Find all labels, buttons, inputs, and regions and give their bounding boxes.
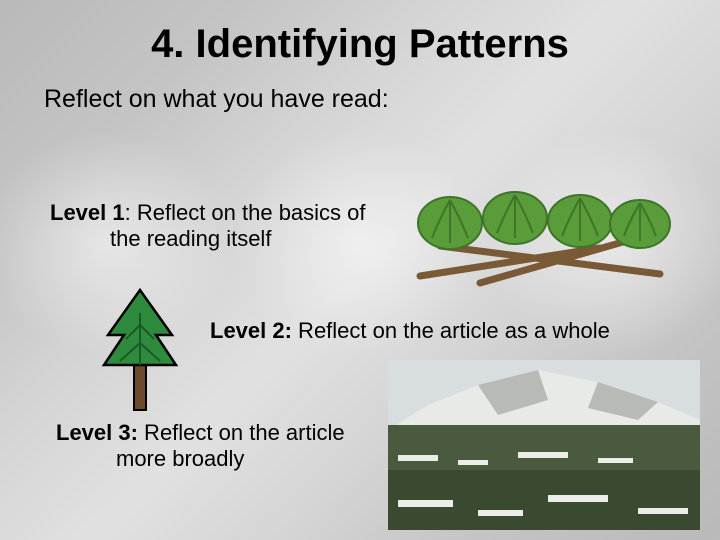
level-1-label: Level 1 xyxy=(50,200,125,225)
slide-subtitle: Reflect on what you have read: xyxy=(0,67,720,114)
forest-photo xyxy=(388,360,700,530)
level-2-block: Level 2: Reflect on the article as a who… xyxy=(210,318,690,344)
slide-content: 4. Identifying Patterns Reflect on what … xyxy=(0,0,720,540)
level-2-rest: Reflect on the article as a whole xyxy=(292,318,610,343)
bushes-icon xyxy=(400,188,680,288)
level-1-block: Level 1: Reflect on the basics of the re… xyxy=(50,200,390,252)
level-1-line2: the reading itself xyxy=(50,226,390,252)
level-1-line1: : Reflect on the basics of xyxy=(125,200,366,225)
level-3-line2: more broadly xyxy=(56,446,376,472)
slide-title: 4. Identifying Patterns xyxy=(0,0,720,67)
level-3-line1: Reflect on the article xyxy=(138,420,345,445)
level-2-label: Level 2: xyxy=(210,318,292,343)
level-3-block: Level 3: Reflect on the article more bro… xyxy=(56,420,376,472)
tree-icon xyxy=(90,285,190,415)
level-3-label: Level 3: xyxy=(56,420,138,445)
